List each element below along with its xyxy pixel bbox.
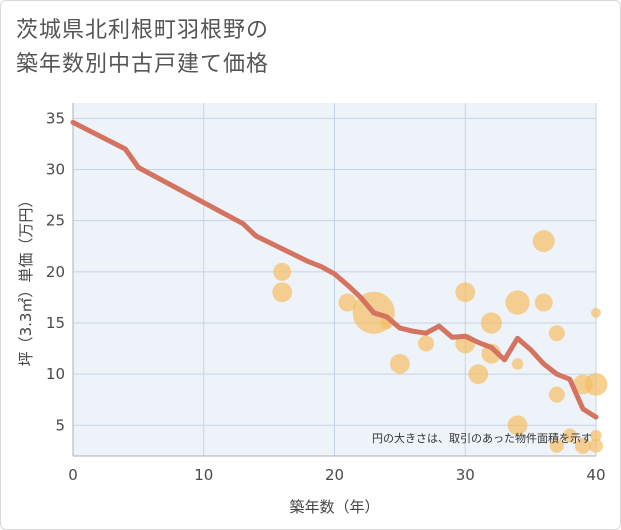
y-tick-label: 5 xyxy=(55,416,65,434)
y-tick-label: 20 xyxy=(46,263,65,281)
bubble-point xyxy=(272,282,293,303)
bubble-point xyxy=(589,438,603,453)
y-tick-label: 25 xyxy=(46,212,65,230)
y-tick-label: 10 xyxy=(46,365,65,383)
x-tick-labels: 0 10 20 30 40 xyxy=(68,466,605,484)
bubble-point xyxy=(338,293,357,312)
bubble-point xyxy=(389,354,410,374)
bubble-size-note: 円の大きさは、取引のあった物件面積を示す xyxy=(372,431,592,445)
bubble-point xyxy=(507,415,528,436)
bubble-point xyxy=(505,290,530,315)
y-tick-label: 30 xyxy=(46,161,65,179)
bubble-point xyxy=(418,335,435,352)
bubble-point xyxy=(562,428,577,443)
y-axis-label: 坪（3.3㎡）単価（万円） xyxy=(17,193,35,367)
x-tick-label: 0 xyxy=(68,466,78,484)
bubble-point xyxy=(534,293,553,312)
bubble-point xyxy=(584,372,608,396)
bubble-point xyxy=(590,429,602,442)
x-tick-label: 30 xyxy=(456,466,475,484)
x-tick-label: 40 xyxy=(586,466,605,484)
x-axis-label: 築年数（年） xyxy=(289,498,379,516)
bubble-point xyxy=(548,386,565,403)
bubble-point xyxy=(574,437,591,454)
bubble-point xyxy=(455,282,476,303)
bubble-point xyxy=(511,358,524,370)
bubble-point xyxy=(549,438,564,453)
chart-title-line-1: 茨城県北利根町羽根野の xyxy=(16,18,270,43)
y-tick-label: 15 xyxy=(46,314,65,332)
y-tick-labels: 5 10 15 20 25 30 35 xyxy=(46,109,65,434)
bubble-point xyxy=(480,312,502,334)
chart-title-line-2: 築年数別中古戸建て価格 xyxy=(16,52,270,77)
trend-line xyxy=(70,119,599,420)
x-tick-label: 20 xyxy=(325,466,344,484)
bubble-point xyxy=(548,325,565,342)
bubble-point xyxy=(591,307,601,318)
chart-title: 茨城県北利根町羽根野の 築年数別中古戸建て価格 xyxy=(16,14,269,82)
y-tick-label: 35 xyxy=(46,109,65,127)
bubble-point xyxy=(468,364,489,385)
x-tick-label: 10 xyxy=(194,466,213,484)
bubble-point xyxy=(273,262,292,281)
bubble-point xyxy=(532,230,555,253)
